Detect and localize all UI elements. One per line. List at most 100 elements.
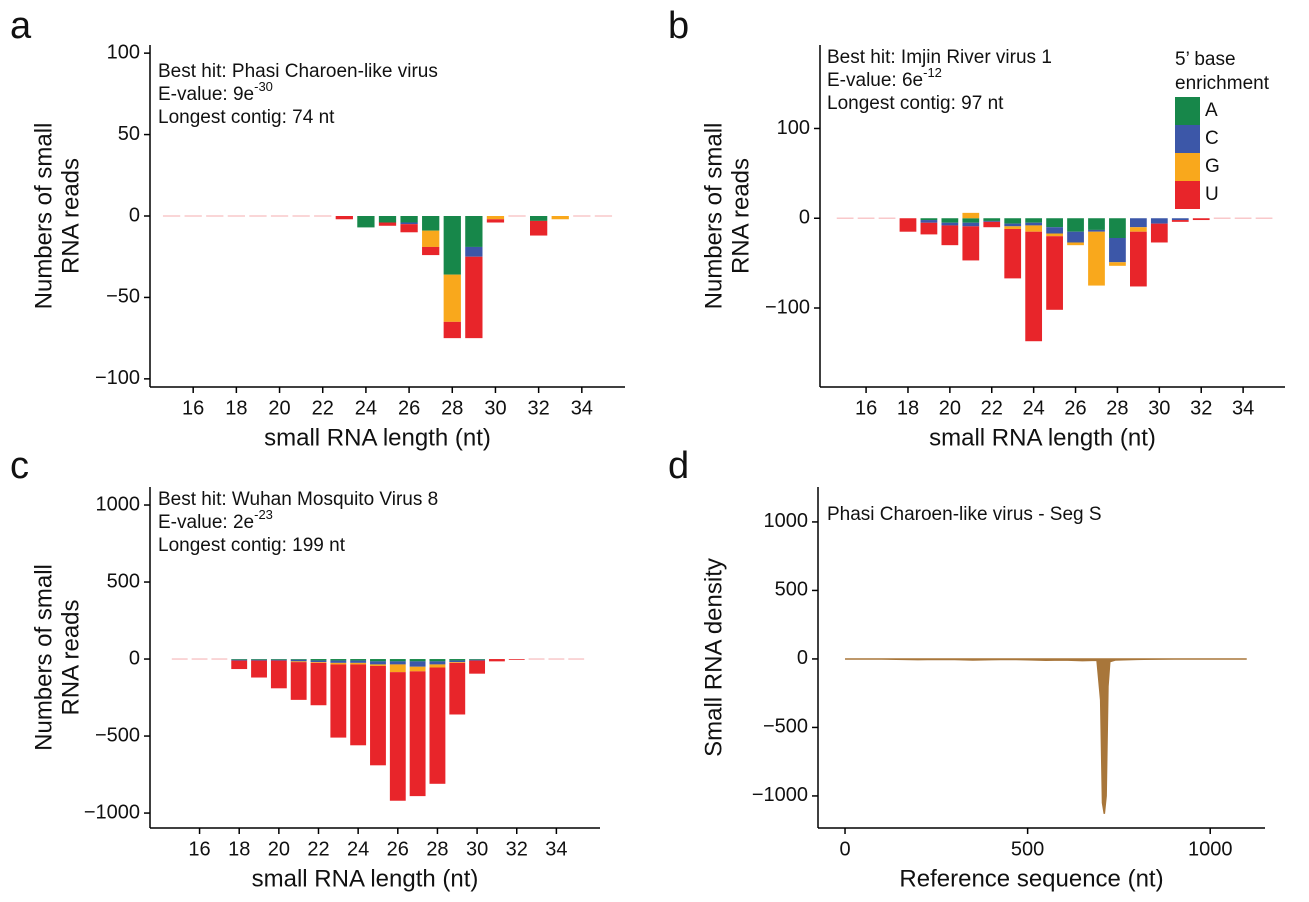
x-tick-label: 500: [1011, 838, 1044, 860]
bar-segment: [206, 215, 224, 217]
x-tick-label: 34: [545, 838, 567, 860]
bar-segment: [1046, 236, 1063, 310]
bar-segment: [429, 659, 446, 662]
bar-segment: [488, 659, 505, 662]
bar-segment: [1130, 227, 1147, 232]
bar-segment: [469, 659, 486, 660]
bar-segment: [292, 215, 310, 217]
panel-label: a: [10, 5, 32, 47]
bar-segment: [941, 225, 959, 246]
bar-segment: [594, 215, 613, 217]
legend-title: 5’ base: [1175, 49, 1236, 70]
bar-segment: [231, 659, 248, 660]
bar-segment: [443, 274, 461, 322]
bar-segment: [310, 659, 327, 661]
bar-segment: [422, 246, 440, 256]
bar-segment: [429, 661, 446, 665]
x-tick-label: 30: [484, 397, 506, 419]
x-tick-label: 16: [182, 397, 204, 419]
bar-segment: [389, 664, 406, 673]
bar-segment: [551, 216, 569, 220]
annotation-text: E-value: 9e: [158, 84, 254, 105]
bar-segment: [400, 216, 418, 223]
bar-segment: [449, 660, 466, 663]
legend-swatch: [1175, 181, 1200, 209]
bar-segment: [1046, 233, 1063, 237]
y-axis-title: Numbers of small: [700, 123, 727, 310]
bar-segment: [270, 659, 287, 660]
y-tick-label: −100: [765, 296, 810, 318]
annotation-text: E-value: 6e: [827, 70, 923, 91]
bar-segment: [171, 658, 188, 660]
x-tick-label: 34: [1232, 397, 1254, 419]
bar-segment: [409, 661, 426, 667]
bar-segment: [920, 222, 938, 235]
bar-segment: [357, 216, 375, 228]
bar-segment: [1150, 218, 1168, 224]
y-tick-label: 0: [797, 647, 808, 669]
bar-segment: [314, 215, 332, 217]
bar-segment: [508, 659, 525, 660]
bar-segment: [350, 662, 367, 665]
x-tick-label: 30: [466, 838, 488, 860]
x-tick-label: 22: [312, 397, 334, 419]
x-tick-label: 18: [225, 397, 247, 419]
y-axis-title: RNA reads: [57, 158, 84, 274]
bar-segment: [465, 256, 483, 339]
bar-segment: [528, 658, 545, 660]
chart-title: Phasi Charoen-like virus - Seg S: [827, 504, 1102, 525]
bar-segment: [449, 662, 466, 663]
annotation: E-value: 6e-12: [827, 65, 942, 91]
bar-segment: [409, 666, 426, 672]
bar-segment: [899, 218, 917, 232]
y-axis-title: Numbers of small: [30, 564, 57, 751]
bar-segment: [231, 660, 248, 670]
y-tick-label: 500: [775, 579, 808, 601]
bar-segment: [310, 660, 327, 663]
bar-segment: [1004, 218, 1022, 224]
bar-segment: [508, 215, 526, 217]
bar-segment: [227, 215, 245, 217]
y-tick-label: −50: [106, 286, 140, 308]
x-tick-label: 28: [426, 838, 448, 860]
legend-swatch: [1175, 153, 1200, 181]
bar-segment: [409, 659, 426, 662]
y-tick-label: −100: [95, 367, 140, 389]
x-tick-label: 24: [347, 838, 369, 860]
bar-segment: [290, 659, 307, 660]
x-tick-label: 26: [1064, 397, 1086, 419]
y-tick-label: −1000: [84, 801, 140, 823]
bar-segment: [330, 660, 347, 663]
legend-swatch: [1175, 97, 1200, 125]
bar-segment: [443, 216, 461, 275]
bar-segment: [330, 662, 347, 665]
bar-segment: [1004, 229, 1022, 279]
x-tick-label: 20: [268, 838, 290, 860]
bar-segment: [389, 659, 406, 662]
x-axis-title: small RNA length (nt): [929, 424, 1156, 451]
bar-segment: [449, 659, 466, 661]
bar-segment: [251, 659, 267, 660]
bar-segment: [983, 220, 1001, 222]
bar-segment: [1150, 223, 1168, 243]
x-tick-label: 28: [441, 397, 463, 419]
bar-segment: [231, 659, 248, 661]
annotation-superscript: -30: [254, 79, 273, 94]
bar-segment: [270, 215, 289, 217]
panel-label: b: [668, 5, 689, 47]
bar-segment: [920, 220, 938, 223]
bar-segment: [962, 212, 980, 219]
bar-segment: [290, 659, 307, 662]
x-tick-label: 18: [897, 397, 919, 419]
y-axis-title: Small RNA density: [700, 558, 727, 757]
y-tick-label: 100: [107, 41, 140, 63]
bar-segment: [429, 664, 446, 668]
bar-segment: [1004, 223, 1022, 227]
panel-label: d: [668, 445, 689, 487]
bar-segment: [1025, 231, 1043, 342]
x-tick-label: 26: [398, 397, 420, 419]
x-tick-label: 18: [228, 838, 250, 860]
bar-segment: [469, 659, 486, 661]
bar-segment: [1025, 225, 1043, 232]
